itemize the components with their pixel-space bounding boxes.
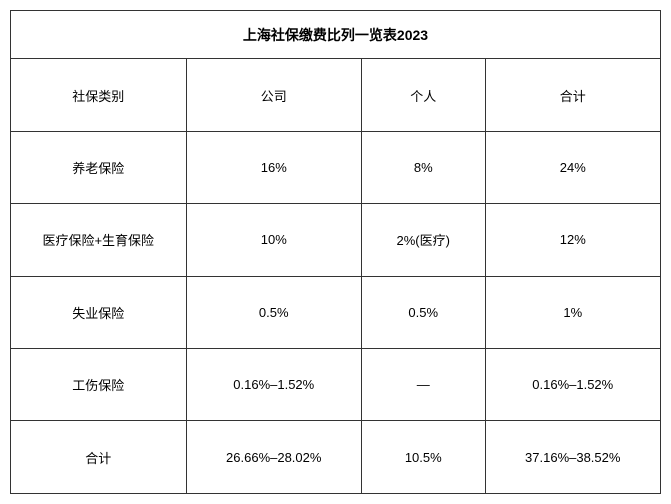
social-insurance-table: 上海社保缴费比列一览表2023 社保类别 公司 个人 合计 养老保险 16% 8…	[10, 10, 661, 494]
cell-total: 12%	[485, 204, 661, 276]
table-row: 医疗保险+生育保险 10% 2%(医疗) 12%	[11, 204, 661, 276]
cell-individual: 2%(医疗)	[362, 204, 486, 276]
cell-company: 26.66%–28.02%	[186, 421, 362, 494]
col-total: 合计	[485, 59, 661, 131]
cell-total: 37.16%–38.52%	[485, 421, 661, 494]
cell-individual: 8%	[362, 131, 486, 203]
title-row: 上海社保缴费比列一览表2023	[11, 11, 661, 59]
cell-category: 工伤保险	[11, 349, 187, 421]
header-row: 社保类别 公司 个人 合计	[11, 59, 661, 131]
table-row: 合计 26.66%–28.02% 10.5% 37.16%–38.52%	[11, 421, 661, 494]
cell-individual: —	[362, 349, 486, 421]
table-row: 养老保险 16% 8% 24%	[11, 131, 661, 203]
cell-total: 24%	[485, 131, 661, 203]
cell-company: 0.5%	[186, 276, 362, 348]
cell-company: 16%	[186, 131, 362, 203]
col-category: 社保类别	[11, 59, 187, 131]
cell-category: 医疗保险+生育保险	[11, 204, 187, 276]
cell-individual: 0.5%	[362, 276, 486, 348]
table-row: 失业保险 0.5% 0.5% 1%	[11, 276, 661, 348]
cell-category: 合计	[11, 421, 187, 494]
col-individual: 个人	[362, 59, 486, 131]
table-title: 上海社保缴费比列一览表2023	[11, 11, 661, 59]
cell-total: 1%	[485, 276, 661, 348]
cell-category: 养老保险	[11, 131, 187, 203]
col-company: 公司	[186, 59, 362, 131]
table-row: 工伤保险 0.16%–1.52% — 0.16%–1.52%	[11, 349, 661, 421]
cell-company: 10%	[186, 204, 362, 276]
cell-category: 失业保险	[11, 276, 187, 348]
cell-individual: 10.5%	[362, 421, 486, 494]
cell-company: 0.16%–1.52%	[186, 349, 362, 421]
cell-total: 0.16%–1.52%	[485, 349, 661, 421]
